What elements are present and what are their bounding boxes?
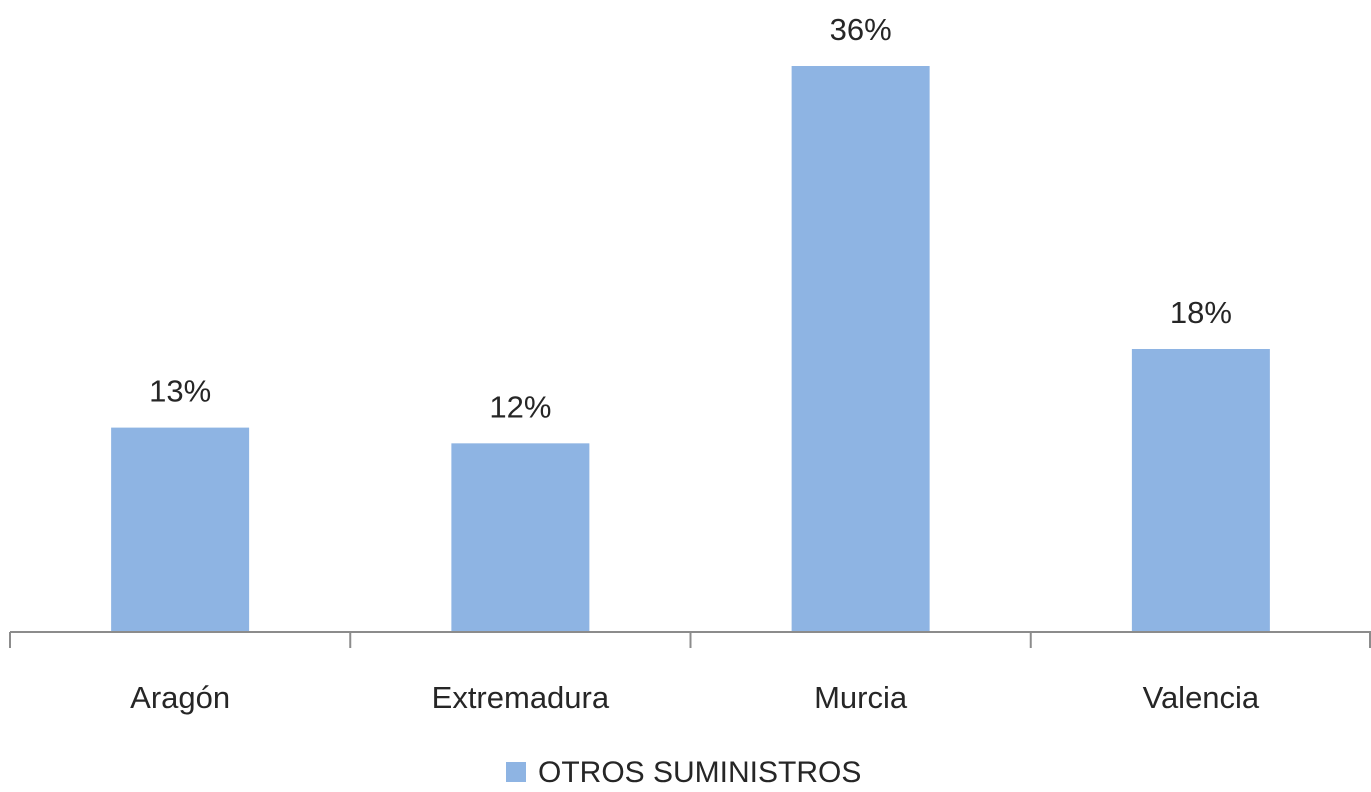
category-label-aragon: Aragón (130, 680, 230, 715)
bar-aragon (111, 427, 250, 632)
legend: OTROS SUMINISTROS (506, 756, 861, 789)
value-label-extremadura: 12% (489, 389, 551, 424)
bar-murcia (791, 66, 930, 632)
legend-label: OTROS SUMINISTROS (538, 756, 861, 789)
category-label-murcia: Murcia (814, 680, 908, 715)
bar-extremadura (451, 443, 590, 632)
value-label-valencia: 18% (1170, 295, 1232, 330)
bar-valencia (1131, 349, 1270, 632)
value-label-murcia: 36% (830, 12, 892, 47)
category-labels-layer: Aragón Extremadura Murcia Valencia (130, 680, 1260, 715)
value-label-aragon: 13% (149, 374, 211, 409)
category-label-extremadura: Extremadura (432, 680, 610, 715)
bars-layer (111, 66, 1270, 632)
value-labels-layer: 13% 12% 36% 18% (149, 12, 1232, 424)
legend-swatch (506, 762, 526, 782)
category-label-valencia: Valencia (1143, 680, 1260, 715)
x-axis (9, 631, 1371, 648)
